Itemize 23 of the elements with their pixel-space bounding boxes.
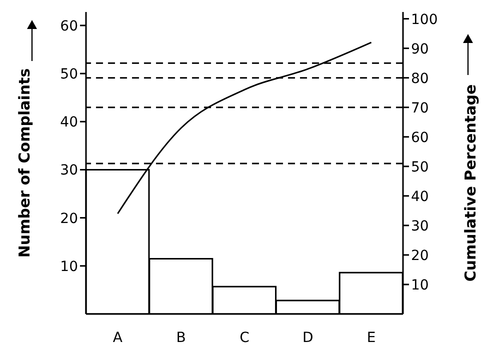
y-axis-title: Number of Complaints — [15, 68, 34, 258]
y2-tick-label: 20 — [411, 248, 429, 264]
y2-tick-label: 100 — [411, 12, 438, 28]
y-tick-label: 20 — [60, 210, 78, 227]
x-tick-label: A — [112, 330, 123, 346]
y-tick-label: 10 — [60, 258, 78, 275]
y2-tick-label: 40 — [411, 188, 429, 205]
y-tick-label: 30 — [60, 162, 78, 179]
x-tick-label: D — [302, 330, 314, 346]
y2-tick-label: 30 — [411, 218, 429, 234]
y2-tick-label: 50 — [411, 159, 429, 176]
y-tick-label: 60 — [60, 18, 78, 34]
y2-axis-title: Cumulative Percentage — [461, 84, 480, 282]
y2-tick-label: 10 — [411, 277, 429, 294]
y-tick-label: 40 — [60, 114, 78, 131]
x-tick-label: C — [240, 330, 250, 346]
y2-tick-label: 80 — [411, 70, 429, 87]
x-tick-label: E — [366, 330, 376, 346]
y2-tick-label: 60 — [411, 130, 429, 146]
y-tick-label: 50 — [60, 66, 78, 83]
y2-tick-label: 90 — [411, 41, 429, 58]
y2-tick-label: 70 — [411, 100, 429, 116]
x-tick-label: B — [176, 330, 186, 346]
